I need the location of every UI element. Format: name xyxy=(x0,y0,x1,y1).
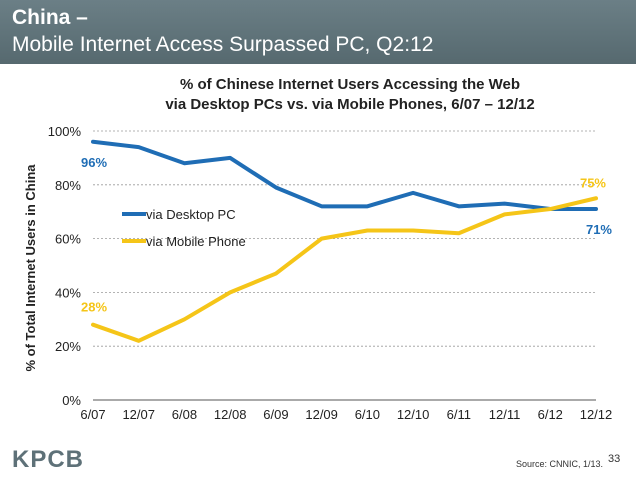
x-tick-label: 12/08 xyxy=(214,407,247,422)
slide-header: China – Mobile Internet Access Surpassed… xyxy=(0,0,636,64)
y-tick-label: 80% xyxy=(55,178,81,193)
data-label-mobile-end: 75% xyxy=(580,175,606,190)
y-tick-label: 0% xyxy=(62,393,81,408)
x-tick-label: 12/12 xyxy=(580,407,613,422)
source-note: Source: CNNIC, 1/13. xyxy=(516,459,604,469)
x-tick-label: 6/08 xyxy=(172,407,197,422)
legend-label: via Mobile Phone xyxy=(146,234,246,249)
y-tick-label: 60% xyxy=(55,232,81,247)
slide-subtitle: Mobile Internet Access Surpassed PC, Q2:… xyxy=(12,33,434,56)
y-tick-label: 40% xyxy=(55,285,81,300)
page-number: 33 xyxy=(608,453,621,465)
x-tick-label: 12/10 xyxy=(397,407,430,422)
chart-title-line-1: % of Chinese Internet Users Accessing th… xyxy=(179,76,521,93)
series-line-desktop-pc xyxy=(91,139,598,212)
chart-title-line-2: via Desktop PCs vs. via Mobile Phones, 6… xyxy=(165,96,535,113)
data-label-desktop-start: 96% xyxy=(81,155,107,170)
kpcb-logo: KPCB xyxy=(12,446,85,473)
x-tick-label: 6/09 xyxy=(263,407,288,422)
series-line-mobile-phone xyxy=(91,196,598,343)
data-label-mobile-start: 28% xyxy=(81,300,107,315)
x-tick-label: 12/11 xyxy=(489,407,521,422)
slide-title: China – xyxy=(12,6,88,29)
y-tick-label: 20% xyxy=(55,339,81,354)
y-tick-label: 100% xyxy=(48,124,82,139)
y-axis-label: % of Total Internet Users in China xyxy=(23,164,38,372)
x-tick-label: 6/12 xyxy=(538,407,563,422)
legend-label: via Desktop PC xyxy=(146,207,236,222)
x-tick-label: 12/09 xyxy=(305,407,338,422)
x-tick-label: 6/07 xyxy=(80,407,105,422)
x-tick-label: 6/11 xyxy=(447,407,471,422)
x-tick-label: 6/10 xyxy=(355,407,380,422)
data-label-desktop-end: 71% xyxy=(586,222,612,237)
x-tick-label: 12/07 xyxy=(122,407,155,422)
